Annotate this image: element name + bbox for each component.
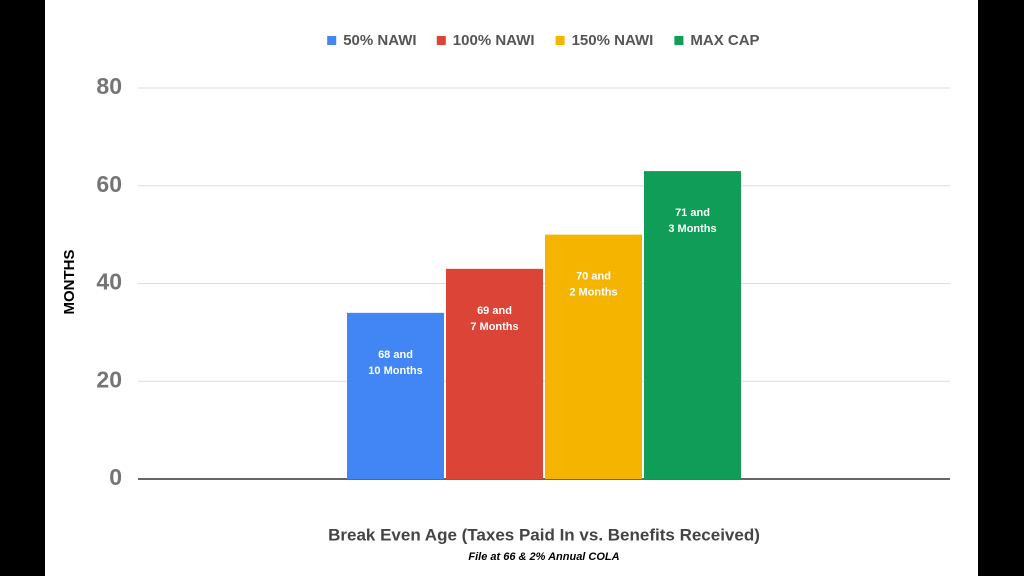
y-tick-label: 80 [96,73,122,99]
bar [347,312,444,479]
legend-label: 150% NAWI [572,32,654,49]
y-tick-label: 60 [96,171,122,197]
legend-swatch [327,36,337,45]
legend-label: 50% NAWI [343,32,416,49]
chart-subtitle: File at 66 & 2% Annual COLA [468,551,619,563]
legend-label: MAX CAP [690,32,759,49]
y-tick-label: 40 [96,269,122,295]
y-tick-label: 0 [109,464,122,490]
data-label: 69 and 7 Months [470,305,518,333]
data-label: 71 and 3 Months [668,207,716,235]
data-label: 70 and 2 Months [569,271,617,299]
bar [545,234,642,479]
legend-label: 100% NAWI [453,32,535,49]
chart-title: Break Even Age (Taxes Paid In vs. Benefi… [328,525,760,544]
legend-swatch [674,36,684,45]
bar [446,268,543,479]
bar [644,171,741,479]
y-tick-label: 20 [96,366,122,392]
legend-swatch [436,36,446,45]
y-axis-label: MONTHS [61,250,78,315]
legend-swatch [555,36,565,45]
data-label: 68 and 10 Months [368,349,422,377]
